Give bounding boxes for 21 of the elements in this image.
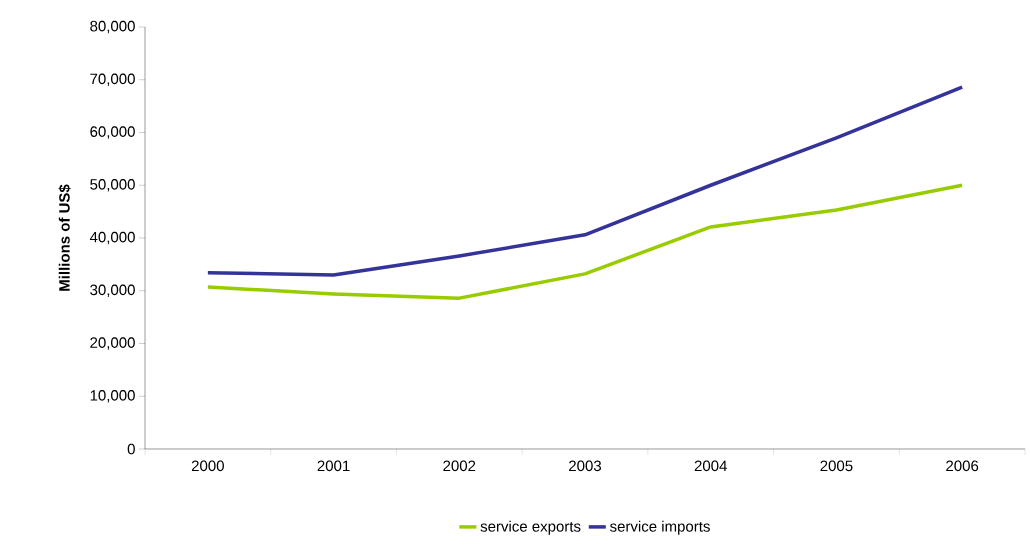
y-tick-label: 20,000 xyxy=(90,337,135,350)
x-tick-label: 2002 xyxy=(443,460,476,472)
x-tick-label: 2001 xyxy=(317,460,350,472)
legend-label: service imports xyxy=(610,520,710,535)
y-axis-title: Millions of US$ xyxy=(58,184,71,291)
y-tick-label: 0 xyxy=(127,443,135,455)
y-tick-label: 30,000 xyxy=(90,284,135,297)
y-tick-label: 60,000 xyxy=(90,126,135,139)
x-tick-label: 2006 xyxy=(946,460,979,472)
legend-label: service exports xyxy=(480,520,581,535)
x-tick-label: 2000 xyxy=(191,460,224,472)
y-tick-label: 80,000 xyxy=(90,20,135,34)
x-tick-label: 2005 xyxy=(820,460,853,472)
line-series xyxy=(206,85,964,277)
line-series xyxy=(206,183,964,300)
y-tick-label: 40,000 xyxy=(89,231,135,245)
x-tick-label: 2003 xyxy=(569,460,602,472)
y-tick-label: 70,000 xyxy=(90,73,135,86)
y-tick-label: 10,000 xyxy=(90,390,135,403)
y-tick-label: 50,000 xyxy=(90,179,135,192)
x-tick-label: 2004 xyxy=(694,460,727,472)
